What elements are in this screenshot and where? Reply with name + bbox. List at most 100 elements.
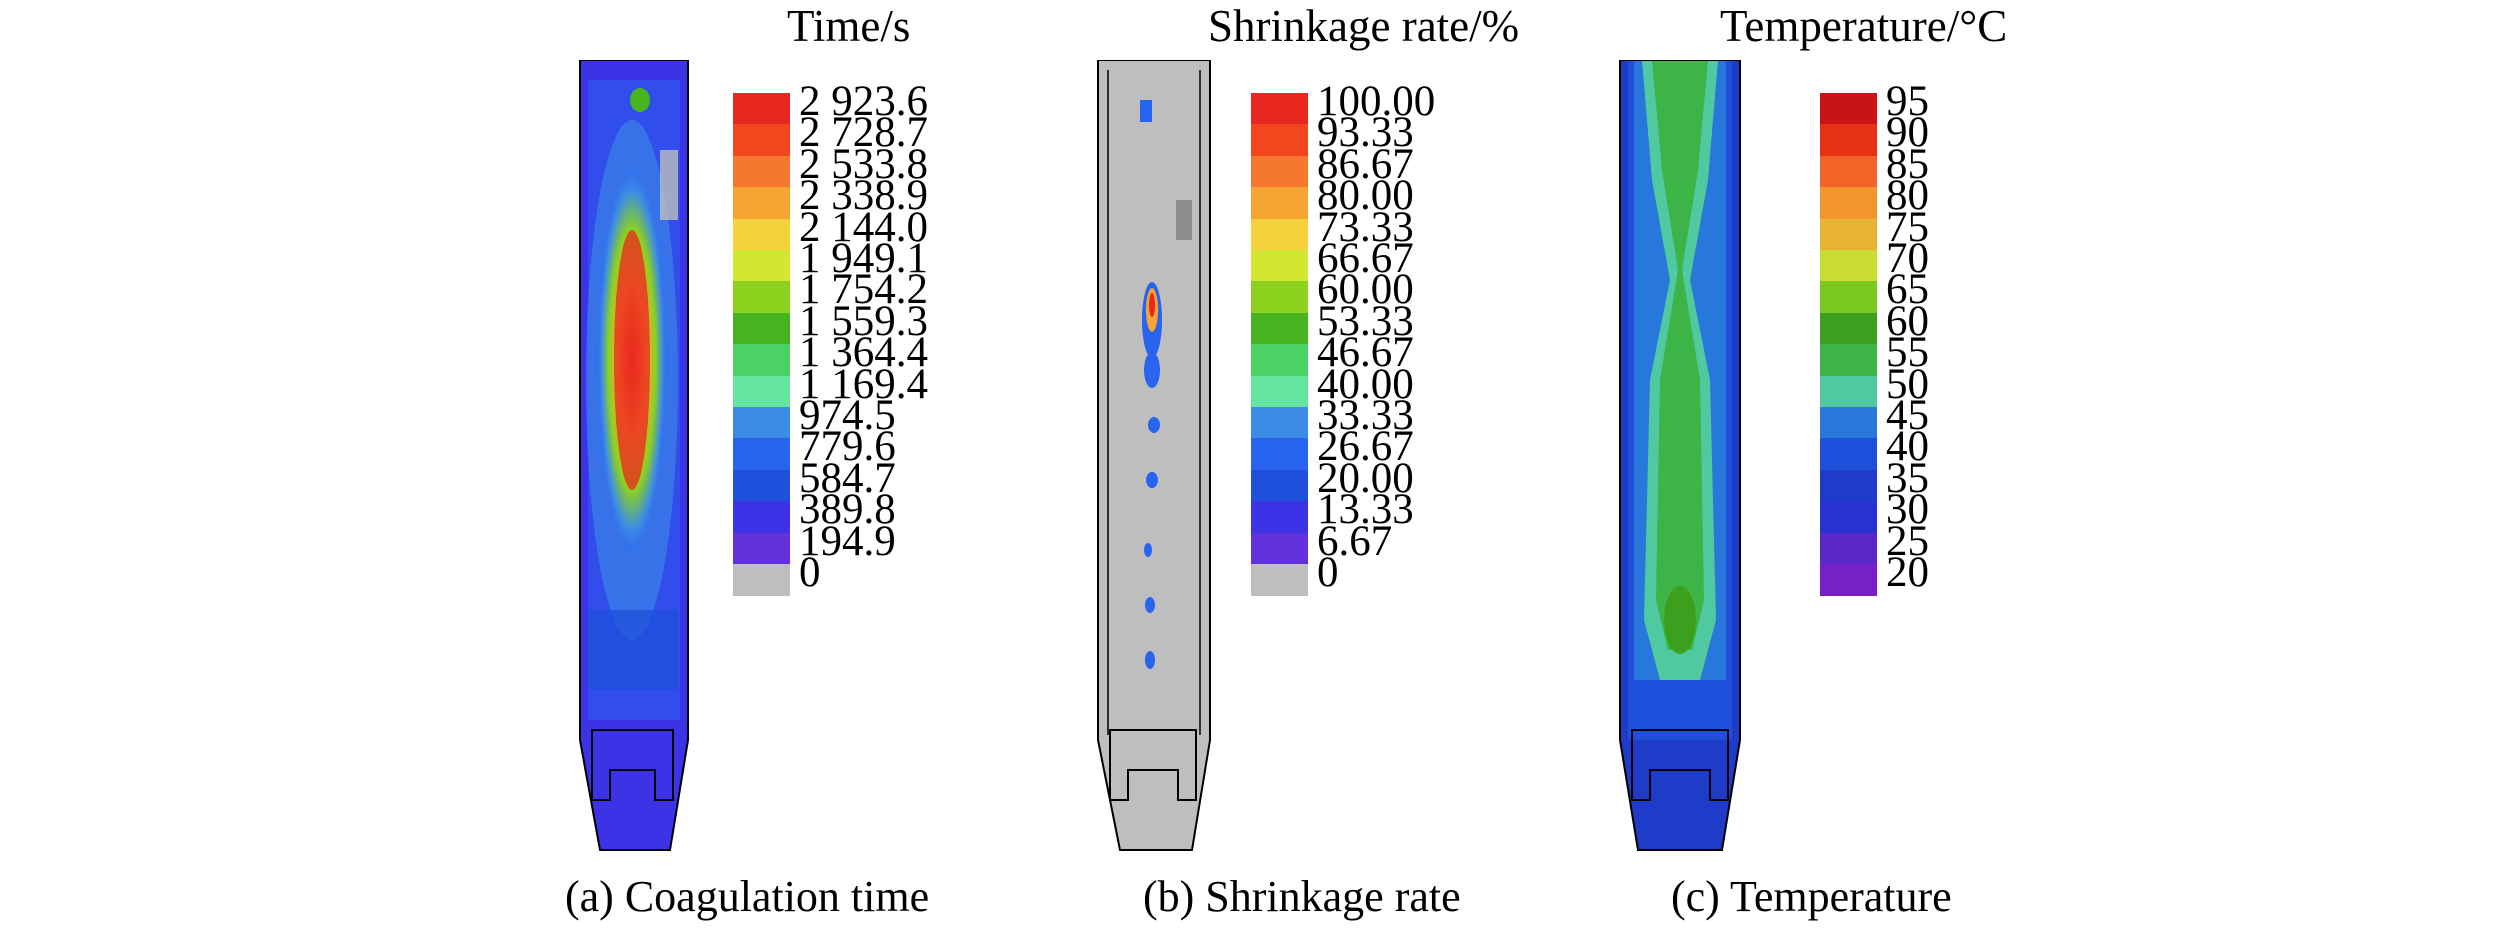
legend-tick-label: 60.00	[1317, 266, 1414, 314]
legend-swatch	[733, 438, 790, 471]
legend-swatch	[733, 501, 790, 534]
color-legend: 2 923.6 2 728.7 2 533.8 2 338.9 2 144.0 1 949…	[733, 78, 928, 596]
color-legend: 95 90 85 80 75 70 65 60 55 50 45 40 35 30 25 20	[1820, 78, 1929, 596]
legend-swatch	[1251, 187, 1308, 220]
legend-swatch	[733, 155, 790, 188]
legend-tick-label: 40.00	[1317, 360, 1414, 408]
legend-swatch	[1251, 469, 1308, 502]
legend-tick-label: 1 949.1	[799, 235, 928, 282]
legend-swatch	[1820, 281, 1877, 314]
legend-swatch	[1251, 93, 1308, 125]
legend-swatch	[1820, 155, 1877, 188]
legend-tick-label: 20	[1886, 549, 1929, 596]
legend-tick-label: 974.5	[799, 392, 896, 439]
legend-swatch	[733, 187, 790, 220]
legend-swatch	[1820, 532, 1877, 565]
panel-caption: (b) Shrinkage rate	[1143, 872, 1461, 921]
color-legend: 100.00 93.33 86.67 80.00 73.33 66.67 60.00 53.3…	[1251, 78, 1435, 596]
legend-swatch	[1251, 218, 1308, 251]
legend-swatch	[733, 250, 790, 282]
casting-contour-shrinkage-rate	[1097, 60, 1211, 851]
legend-swatch	[733, 532, 790, 565]
legend-swatch	[1820, 469, 1877, 502]
legend-swatch	[1251, 532, 1308, 565]
legend-swatch	[1820, 187, 1877, 220]
legend-swatch	[733, 93, 790, 125]
legend-tick-label: 75	[1886, 203, 1929, 251]
legend-tick-label: 90	[1886, 109, 1929, 157]
legend-tick-label: 20.00	[1317, 454, 1414, 502]
legend-tick-label: 389.8	[799, 486, 896, 534]
legend-swatch	[1820, 218, 1877, 251]
legend-tick-label: 45	[1886, 392, 1929, 439]
legend-tick-label: 1 559.3	[799, 297, 928, 345]
legend-tick-label: 86.67	[1317, 140, 1414, 188]
legend-tick-label: 0	[1317, 549, 1339, 596]
legend-swatch	[1820, 312, 1877, 345]
legend-swatch	[733, 281, 790, 314]
legend-tick-label: 2 533.8	[799, 140, 928, 188]
legend-tick-label: 0	[799, 549, 821, 596]
panel-temperature: Temperature/°C 95 90 85 80 75 70 65 60 55 50 45 40 3…	[1600, 0, 2420, 929]
legend-tick-label: 30	[1886, 486, 1929, 534]
legend-swatch	[733, 469, 790, 502]
legend-tick-label: 2 923.6	[799, 78, 928, 125]
legend-tick-label: 70	[1886, 235, 1929, 282]
legend-swatch	[1251, 407, 1308, 439]
legend-swatch	[1820, 93, 1877, 125]
legend-tick-label: 194.9	[799, 517, 896, 565]
legend-swatch	[1820, 375, 1877, 408]
legend-tick-label: 95	[1886, 78, 1929, 125]
legend-tick-label: 1 754.2	[799, 266, 928, 314]
legend-tick-label: 66.67	[1317, 235, 1414, 282]
legend-tick-label: 73.33	[1317, 203, 1414, 251]
legend-tick-label: 1 364.4	[799, 329, 928, 377]
legend-swatch	[1820, 501, 1877, 534]
legend-tick-label: 85	[1886, 140, 1929, 188]
legend-tick-label: 1 169.4	[799, 360, 928, 408]
legend-tick-label: 26.67	[1317, 423, 1414, 471]
panel-caption: (a) Coagulation time	[565, 872, 930, 921]
legend-swatch	[1251, 375, 1308, 408]
legend-swatch	[733, 344, 790, 377]
legend-swatch	[1251, 501, 1308, 534]
legend-swatch	[1251, 124, 1308, 157]
legend-tick-label: 40	[1886, 423, 1929, 471]
legend-swatch	[733, 564, 790, 596]
legend-swatch	[1251, 312, 1308, 345]
legend-swatch	[1251, 281, 1308, 314]
legend-tick-label: 100.00	[1317, 78, 1436, 125]
legend-title: Shrinkage rate/%	[1208, 1, 1520, 51]
legend-tick-label: 13.33	[1317, 486, 1414, 534]
legend-title: Time/s	[787, 1, 911, 51]
legend-swatch	[733, 375, 790, 408]
legend-tick-label: 584.7	[799, 454, 896, 502]
legend-tick-label: 80.00	[1317, 172, 1414, 220]
panel-coagulation-time: Time/s 2 923.6 2 728.7 2 533.8 2 338.9 2 144…	[560, 0, 1380, 929]
legend-tick-label: 6.67	[1317, 517, 1393, 565]
legend-swatch	[1251, 564, 1308, 596]
legend-tick-label: 55	[1886, 329, 1929, 377]
legend-title: Temperature/°C	[1720, 1, 2008, 51]
legend-tick-label: 60	[1886, 297, 1929, 345]
legend-tick-label: 46.67	[1317, 329, 1414, 377]
legend-swatch	[1820, 124, 1877, 157]
legend-tick-label: 65	[1886, 266, 1929, 314]
legend-swatch	[1820, 438, 1877, 471]
legend-swatch	[1820, 564, 1877, 596]
legend-swatch	[1251, 250, 1308, 282]
legend-tick-label: 35	[1886, 454, 1929, 502]
legend-swatch	[1820, 344, 1877, 377]
legend-swatch	[1820, 407, 1877, 439]
casting-contour-temperature	[1619, 60, 1741, 851]
legend-tick-label: 53.33	[1317, 297, 1414, 345]
legend-tick-label: 2 144.0	[799, 203, 928, 251]
panel-caption: (c) Temperature	[1671, 872, 1952, 921]
legend-swatch	[733, 312, 790, 345]
casting-contour-coagulation-time	[579, 60, 689, 851]
legend-swatch	[1251, 155, 1308, 188]
legend-tick-label: 80	[1886, 172, 1929, 220]
legend-tick-label: 50	[1886, 360, 1929, 408]
panel-shrinkage-rate: Shrinkage rate/% 100.00 93.33 86.67 80.00 73…	[1080, 0, 1900, 929]
